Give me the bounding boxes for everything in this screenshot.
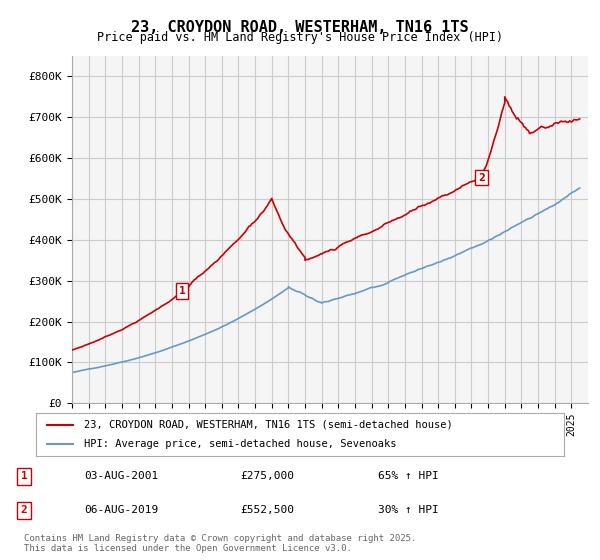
- Text: 2: 2: [478, 172, 485, 183]
- Text: Contains HM Land Registry data © Crown copyright and database right 2025.
This d: Contains HM Land Registry data © Crown c…: [24, 534, 416, 553]
- Text: 65% ↑ HPI: 65% ↑ HPI: [378, 471, 439, 481]
- Text: 1: 1: [178, 286, 185, 296]
- Text: 06-AUG-2019: 06-AUG-2019: [84, 505, 158, 515]
- Text: Price paid vs. HM Land Registry's House Price Index (HPI): Price paid vs. HM Land Registry's House …: [97, 31, 503, 44]
- Text: HPI: Average price, semi-detached house, Sevenoaks: HPI: Average price, semi-detached house,…: [83, 439, 396, 449]
- Text: 30% ↑ HPI: 30% ↑ HPI: [378, 505, 439, 515]
- Text: 2: 2: [20, 505, 28, 515]
- Text: 03-AUG-2001: 03-AUG-2001: [84, 471, 158, 481]
- Text: £275,000: £275,000: [240, 471, 294, 481]
- Text: 23, CROYDON ROAD, WESTERHAM, TN16 1TS: 23, CROYDON ROAD, WESTERHAM, TN16 1TS: [131, 20, 469, 35]
- Text: 1: 1: [20, 471, 28, 481]
- Text: 23, CROYDON ROAD, WESTERHAM, TN16 1TS (semi-detached house): 23, CROYDON ROAD, WESTERHAM, TN16 1TS (s…: [83, 420, 452, 430]
- Text: £552,500: £552,500: [240, 505, 294, 515]
